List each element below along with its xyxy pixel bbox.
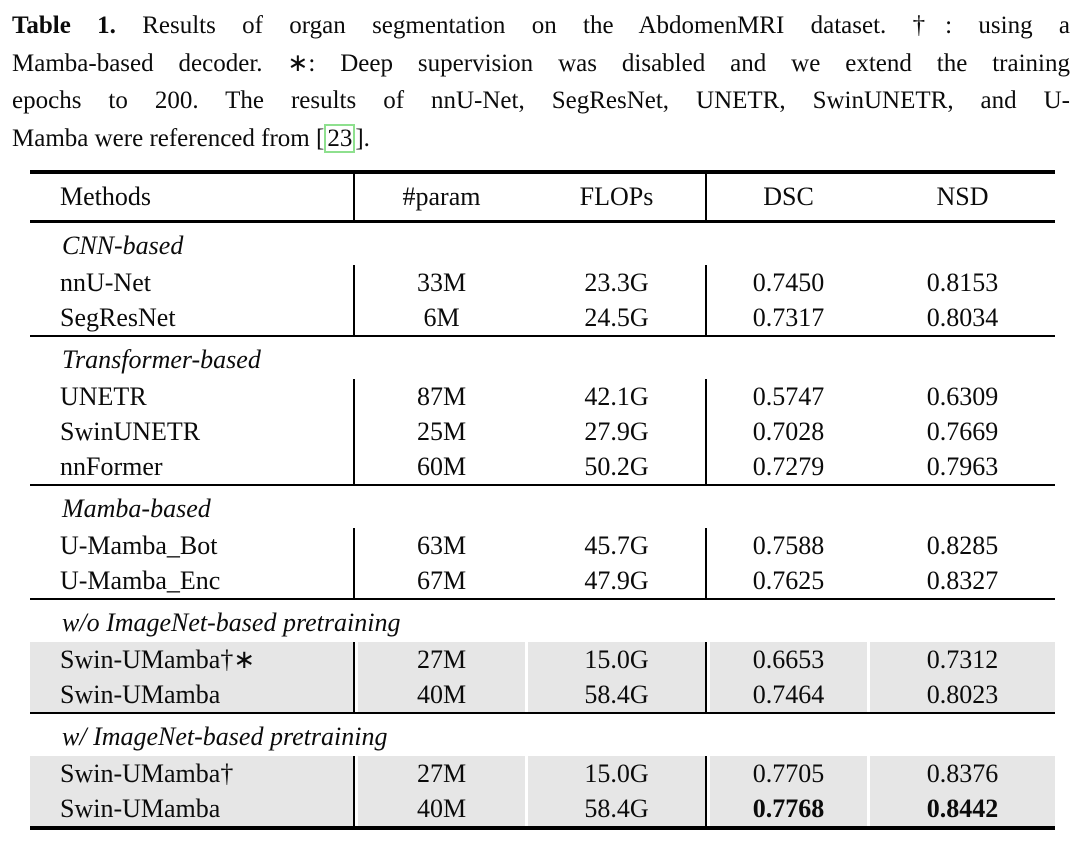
group-header-w-pretraining: w/ ImageNet-based pretraining <box>62 722 388 751</box>
param-cell: 40M <box>355 677 525 712</box>
table-row: Swin-UMamba† 27M 15.0G 0.7705 0.8376 <box>30 756 1055 791</box>
dsc-cell: 0.7464 <box>707 677 867 712</box>
section-rule <box>30 712 1055 714</box>
dsc-cell: 0.5747 <box>752 381 825 411</box>
nsd-cell: 0.8376 <box>867 756 1055 791</box>
caption-text-1: Results of organ segmentation on the Abd… <box>142 12 1070 39</box>
dsc-cell: 0.7625 <box>752 565 825 595</box>
param-cell: 27M <box>355 642 525 677</box>
flops-cell: 42.1G <box>525 379 707 414</box>
group-header-cnn: CNN-based <box>62 231 184 260</box>
citation-link[interactable]: 23 <box>324 123 356 153</box>
method-cell: Swin-UMamba† <box>30 756 355 791</box>
method-cell: Swin-UMamba <box>30 677 355 712</box>
param-cell: 40M <box>355 791 525 826</box>
table-row: nnU-Net 33M 23.3G 0.7450 0.8153 <box>30 265 1055 300</box>
dsc-cell: 0.7317 <box>752 302 825 332</box>
caption-line-3: epochs to 200. The results of nnU-Net, S… <box>12 87 1070 114</box>
header-nsd: NSD <box>936 182 989 211</box>
nsd-cell: 0.8327 <box>926 565 999 595</box>
section-rule <box>30 335 1055 337</box>
group-header-transformer: Transformer-based <box>62 345 261 374</box>
header-rule <box>30 220 1055 223</box>
flops-cell: 23.3G <box>525 265 707 300</box>
param-cell: 60M <box>416 451 467 481</box>
table-row: nnFormer 60M 50.2G 0.7279 0.7963 <box>30 449 1055 484</box>
group-header-wo-pretraining: w/o ImageNet-based pretraining <box>62 608 401 637</box>
flops-cell: 47.9G <box>525 563 707 598</box>
dsc-cell: 0.7705 <box>707 756 867 791</box>
dsc-cell: 0.7028 <box>752 416 825 446</box>
param-cell: 87M <box>416 381 467 411</box>
section-rule <box>30 598 1055 600</box>
table-caption: Table 1. Results of organ segmentation o… <box>12 7 1070 157</box>
bottom-rule <box>30 826 1055 830</box>
method-cell: Swin-UMamba†∗ <box>30 642 355 677</box>
table-row: Swin-UMamba 40M 58.4G 0.7768 0.8442 <box>30 791 1055 826</box>
dsc-cell-best: 0.7768 <box>707 791 867 826</box>
header-row: Methods #param FLOPs DSC NSD <box>30 174 1055 220</box>
header-methods: Methods <box>30 174 355 220</box>
flops-cell: 45.7G <box>525 528 707 563</box>
method-cell: SwinUNETR <box>30 414 355 449</box>
caption-line-2: Mamba-based decoder. ∗: Deep supervision… <box>12 49 1070 77</box>
method-cell: U-Mamba_Bot <box>30 528 355 563</box>
nsd-cell: 0.7312 <box>867 642 1055 677</box>
caption-text-4-end: ]. <box>355 124 370 152</box>
nsd-cell-best: 0.8442 <box>867 791 1055 826</box>
dsc-cell: 0.6653 <box>707 642 867 677</box>
results-table: Methods #param FLOPs DSC NSD CNN-based n… <box>30 170 1055 830</box>
group-header-mamba: Mamba-based <box>62 494 211 523</box>
nsd-cell: 0.7669 <box>926 416 999 446</box>
method-cell: Swin-UMamba <box>30 791 355 826</box>
flops-cell: 15.0G <box>525 642 707 677</box>
table-row: SegResNet 6M 24.5G 0.7317 0.8034 <box>30 300 1055 335</box>
flops-cell: 24.5G <box>525 300 707 335</box>
table-row: U-Mamba_Bot 63M 45.7G 0.7588 0.8285 <box>30 528 1055 563</box>
param-cell: 67M <box>416 565 467 595</box>
nsd-cell: 0.6309 <box>926 381 999 411</box>
table-row: Swin-UMamba 40M 58.4G 0.7464 0.8023 <box>30 677 1055 712</box>
param-cell: 27M <box>355 756 525 791</box>
flops-cell: 58.4G <box>525 791 707 826</box>
method-cell: nnU-Net <box>30 265 355 300</box>
table-row: UNETR 87M 42.1G 0.5747 0.6309 <box>30 379 1055 414</box>
header-param: #param <box>402 182 481 211</box>
nsd-cell: 0.8153 <box>926 267 999 297</box>
nsd-cell: 0.8034 <box>926 302 999 332</box>
table-row: U-Mamba_Enc 67M 47.9G 0.7625 0.8327 <box>30 563 1055 598</box>
flops-cell: 50.2G <box>525 449 707 484</box>
param-cell: 6M <box>423 302 460 332</box>
dsc-cell: 0.7279 <box>752 451 825 481</box>
nsd-cell: 0.8023 <box>867 677 1055 712</box>
flops-cell: 27.9G <box>525 414 707 449</box>
flops-cell: 15.0G <box>525 756 707 791</box>
nsd-cell: 0.7963 <box>926 451 999 481</box>
top-rule <box>30 170 1055 174</box>
section-rule <box>30 484 1055 486</box>
dsc-cell: 0.7588 <box>752 530 825 560</box>
flops-cell: 58.4G <box>525 677 707 712</box>
table-row: SwinUNETR 25M 27.9G 0.7028 0.7669 <box>30 414 1055 449</box>
param-cell: 25M <box>416 416 467 446</box>
method-cell: nnFormer <box>30 449 355 484</box>
caption-label: Table 1. <box>12 12 116 39</box>
dsc-cell: 0.7450 <box>752 267 825 297</box>
caption-line-1: Table 1. Results of organ segmentation o… <box>12 7 1070 45</box>
header-flops: FLOPs <box>525 174 707 220</box>
caption-line-4: Mamba were referenced from [23]. <box>12 120 1070 158</box>
caption-text-4: Mamba were referenced from [ <box>12 124 325 152</box>
method-cell: SegResNet <box>30 300 355 335</box>
header-dsc: DSC <box>763 182 814 211</box>
method-cell: U-Mamba_Enc <box>30 563 355 598</box>
method-cell: UNETR <box>30 379 355 414</box>
param-cell: 33M <box>416 267 467 297</box>
nsd-cell: 0.8285 <box>926 530 999 560</box>
table-row: Swin-UMamba†∗ 27M 15.0G 0.6653 0.7312 <box>30 642 1055 677</box>
param-cell: 63M <box>416 530 467 560</box>
